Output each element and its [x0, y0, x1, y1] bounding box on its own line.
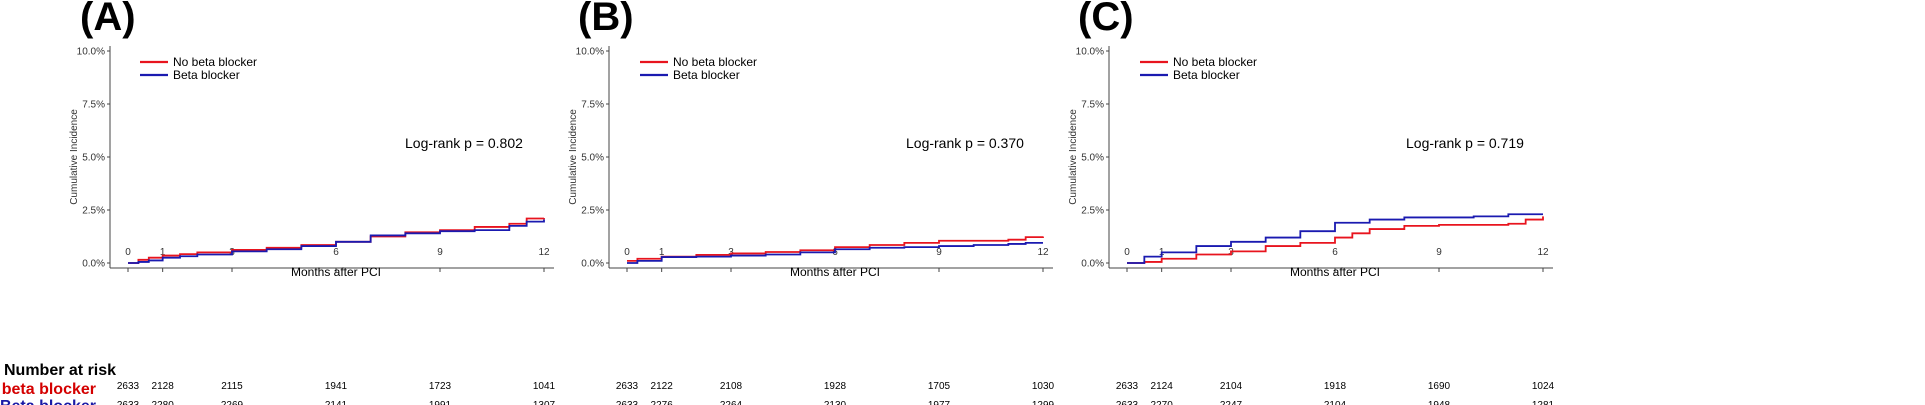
- legend-label: No beta blocker: [673, 55, 757, 69]
- risk-row-label: No beta blocker: [0, 381, 96, 398]
- at-risk-value: 2247: [1220, 400, 1243, 405]
- logrank-p-value: Log-rank p = 0.719: [1406, 135, 1524, 151]
- x-tick-label: 3: [728, 247, 734, 258]
- legend-label: No beta blocker: [173, 55, 257, 69]
- panel-letter: (C): [1078, 0, 1134, 39]
- at-risk-value: 2115: [221, 381, 243, 392]
- x-axis-title: Months after PCI: [1290, 265, 1380, 279]
- at-risk-value: 2633: [1116, 381, 1139, 392]
- x-tick-label: 9: [936, 247, 942, 258]
- x-axis-title: Months after PCI: [291, 265, 381, 279]
- y-tick-label: 10.0%: [77, 47, 105, 58]
- x-tick-label: 1: [160, 247, 166, 258]
- at-risk-value: 1928: [824, 381, 847, 392]
- x-tick-label: 6: [333, 247, 339, 258]
- at-risk-value: 2280: [152, 400, 175, 405]
- at-risk-value: 2130: [824, 400, 847, 405]
- y-tick-label: 2.5%: [581, 206, 604, 217]
- x-tick-label: 1: [659, 247, 665, 258]
- x-tick-label: 0: [624, 247, 630, 258]
- at-risk-value: 1030: [1032, 381, 1055, 392]
- panel-letter: (B): [578, 0, 634, 39]
- at-risk-value: 1041: [533, 381, 556, 392]
- logrank-p-value: Log-rank p = 0.370: [906, 135, 1024, 151]
- y-tick-label: 0.0%: [581, 259, 604, 270]
- y-tick-label: 5.0%: [1081, 153, 1104, 164]
- risk-row-label: Beta blocker: [0, 398, 96, 405]
- at-risk-value: 2633: [616, 400, 639, 405]
- legend-label: Beta blocker: [1173, 68, 1240, 82]
- at-risk-value: 2269: [221, 400, 244, 405]
- y-tick-label: 10.0%: [1076, 47, 1104, 58]
- y-tick-label: 0.0%: [1081, 259, 1104, 270]
- at-risk-value: 2633: [616, 381, 639, 392]
- logrank-p-value: Log-rank p = 0.802: [405, 135, 523, 151]
- at-risk-value: 2264: [720, 400, 743, 405]
- at-risk-value: 2124: [1151, 381, 1174, 392]
- x-tick-label: 12: [1537, 247, 1549, 258]
- at-risk-value: 1281: [1532, 400, 1555, 405]
- y-tick-label: 7.5%: [581, 100, 604, 111]
- risk-table-title: Number at risk: [4, 362, 116, 379]
- at-risk-value: 1991: [429, 400, 452, 405]
- at-risk-value: 2104: [1324, 400, 1347, 405]
- at-risk-value: 2270: [1151, 400, 1174, 405]
- at-risk-value: 2104: [1220, 381, 1243, 392]
- at-risk-value: 1705: [928, 381, 951, 392]
- at-risk-value: 2108: [720, 381, 743, 392]
- panel-letter: (A): [80, 0, 136, 39]
- series-line-beta-blocker: [627, 241, 1043, 264]
- y-axis-title: Cumulative Incidence: [1068, 109, 1079, 205]
- x-tick-label: 0: [1124, 247, 1130, 258]
- y-tick-label: 0.0%: [82, 259, 105, 270]
- series-line-beta-blocker: [128, 219, 545, 264]
- at-risk-value: 2128: [152, 381, 175, 392]
- at-risk-value: 1024: [1532, 381, 1555, 392]
- legend-label: No beta blocker: [1173, 55, 1257, 69]
- at-risk-value: 2276: [651, 400, 674, 405]
- at-risk-value: 1307: [533, 400, 556, 405]
- y-tick-label: 5.0%: [581, 153, 604, 164]
- y-tick-label: 7.5%: [82, 100, 105, 111]
- at-risk-value: 1941: [325, 381, 348, 392]
- series-line-no-beta-blocker: [1127, 216, 1544, 264]
- at-risk-value: 1723: [429, 381, 452, 392]
- at-risk-value: 1977: [928, 400, 951, 405]
- x-tick-label: 12: [1037, 247, 1049, 258]
- y-tick-label: 2.5%: [82, 206, 105, 217]
- y-axis-title: Cumulative Incidence: [568, 109, 579, 205]
- y-tick-label: 10.0%: [576, 47, 604, 58]
- at-risk-value: 1918: [1324, 381, 1347, 392]
- at-risk-value: 2633: [117, 381, 140, 392]
- at-risk-value: 1299: [1032, 400, 1055, 405]
- y-tick-label: 2.5%: [1081, 206, 1104, 217]
- y-tick-label: 7.5%: [1081, 100, 1104, 111]
- x-tick-label: 0: [125, 247, 131, 258]
- at-risk-value: 2633: [1116, 400, 1139, 405]
- x-tick-label: 12: [538, 247, 550, 258]
- at-risk-value: 1690: [1428, 381, 1451, 392]
- x-tick-label: 6: [1332, 247, 1338, 258]
- y-axis-title: Cumulative Incidence: [69, 109, 80, 205]
- x-tick-label: 9: [437, 247, 443, 258]
- x-axis-title: Months after PCI: [790, 265, 880, 279]
- at-risk-value: 1948: [1428, 400, 1451, 405]
- x-tick-label: 9: [1436, 247, 1442, 258]
- legend-label: Beta blocker: [673, 68, 740, 82]
- at-risk-value: 2122: [651, 381, 674, 392]
- y-tick-label: 5.0%: [82, 153, 105, 164]
- legend-label: Beta blocker: [173, 68, 240, 82]
- series-line-beta-blocker: [1127, 213, 1543, 264]
- at-risk-value: 2141: [325, 400, 348, 405]
- at-risk-value: 2633: [117, 400, 140, 405]
